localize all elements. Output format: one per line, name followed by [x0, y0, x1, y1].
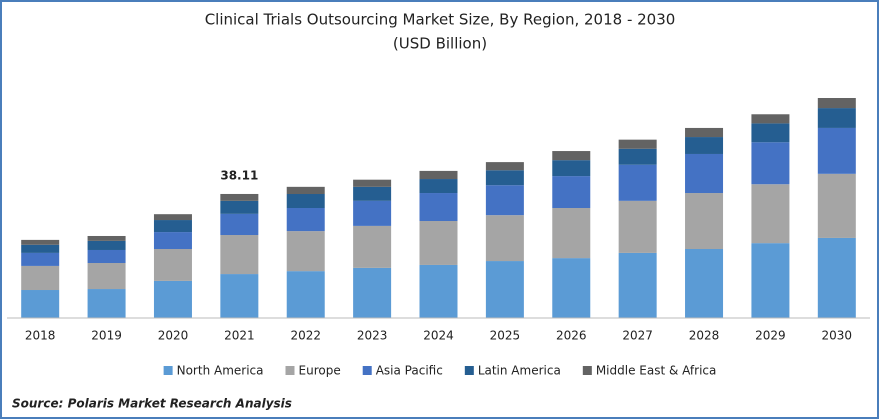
bar-segment	[618, 148, 657, 165]
x-tick-label: 2026	[556, 329, 587, 343]
bar-segment	[485, 215, 524, 262]
x-tick-label: 2027	[622, 329, 653, 343]
bar-segment	[286, 194, 325, 208]
x-tick-label: 2020	[158, 329, 189, 343]
bar-segment	[87, 289, 126, 318]
bar-segment	[220, 200, 259, 214]
bar-segment	[87, 235, 126, 241]
legend-label: Latin America	[478, 364, 561, 378]
bar-segment	[419, 264, 458, 318]
bar-segment	[552, 160, 591, 177]
legend-label: Asia Pacific	[376, 364, 443, 378]
legend-swatch	[464, 366, 474, 375]
bar-segment	[751, 243, 790, 318]
bar-segment	[153, 214, 192, 221]
bar-segment	[153, 280, 192, 318]
bar-segment	[685, 193, 724, 250]
bar-segment	[419, 170, 458, 180]
legend-label: Middle East & Africa	[596, 364, 717, 378]
bar-segment	[419, 179, 458, 194]
bar-segment	[685, 249, 724, 318]
bar-segment	[751, 184, 790, 244]
bar-segment	[21, 244, 60, 253]
bar-segment	[817, 98, 856, 109]
legend-label: Europe	[299, 364, 341, 378]
bar-segment	[220, 193, 259, 201]
bar-segment	[21, 290, 60, 318]
legend-swatch	[582, 366, 592, 375]
x-tick-label: 2025	[490, 329, 521, 343]
legend-label: North America	[177, 364, 264, 378]
bar-segment	[552, 208, 591, 259]
bar-segment	[153, 249, 192, 281]
bar-segment	[419, 221, 458, 265]
chart-subtitle: (USD Billion)	[393, 35, 487, 53]
x-tick-label: 2018	[25, 329, 56, 343]
bar-segment	[485, 162, 524, 171]
bar-segment	[286, 271, 325, 318]
x-tick-label: 2029	[755, 329, 786, 343]
bar-segment	[817, 237, 856, 318]
bar-segment	[685, 127, 724, 138]
bar-segment	[286, 186, 325, 195]
bar-segment	[353, 267, 392, 318]
x-tick-label: 2030	[822, 329, 853, 343]
legend-swatch	[285, 366, 295, 375]
bar-segment	[618, 164, 657, 201]
bar-segment	[618, 200, 657, 253]
x-tick-label: 2023	[357, 329, 388, 343]
bar-segment	[153, 220, 192, 233]
bar-segment	[751, 114, 790, 124]
bar-segment	[21, 252, 60, 266]
bar-segment	[220, 213, 259, 236]
bar-segment	[286, 208, 325, 232]
x-tick-label: 2024	[423, 329, 454, 343]
bar-segment	[618, 139, 657, 149]
legend-swatch	[362, 366, 372, 375]
x-tick-label: 2028	[689, 329, 720, 343]
bar-segment	[817, 173, 856, 238]
legend-swatch	[163, 366, 173, 375]
bar-segment	[353, 186, 392, 201]
bar-segment	[751, 142, 790, 185]
x-tick-label: 2019	[91, 329, 122, 343]
bar-segment	[220, 274, 259, 318]
source: Source: Polaris Market Research Analysis	[12, 397, 292, 411]
bar-segment	[87, 263, 126, 290]
bar-segment	[87, 249, 126, 263]
bar-segment	[552, 151, 591, 161]
bar-segment	[21, 239, 60, 245]
bar-segment	[685, 153, 724, 194]
bar-segment	[153, 232, 192, 250]
x-tick-label: 2021	[224, 329, 255, 343]
bar-segment	[817, 127, 856, 174]
bar-segment	[685, 137, 724, 154]
bar-segment	[485, 170, 524, 186]
bar-segment	[353, 225, 392, 268]
annotation: 38.11	[220, 168, 258, 182]
bar-segment	[817, 108, 856, 128]
bar-segment	[286, 231, 325, 272]
bar-segment	[21, 265, 60, 291]
bar-segment	[485, 185, 524, 216]
bar-segment	[552, 258, 591, 318]
bar-segment	[485, 261, 524, 318]
bar-segment	[353, 200, 392, 226]
bar-segment	[751, 123, 790, 143]
bar-segment	[353, 179, 392, 187]
bar-segment	[618, 252, 657, 318]
bar-segment	[220, 235, 259, 275]
chart-title: Clinical Trials Outsourcing Market Size,…	[205, 11, 676, 29]
bar-segment	[87, 240, 126, 250]
bar-segment	[419, 193, 458, 222]
x-tick-label: 2022	[290, 329, 321, 343]
bar-segment	[552, 176, 591, 208]
